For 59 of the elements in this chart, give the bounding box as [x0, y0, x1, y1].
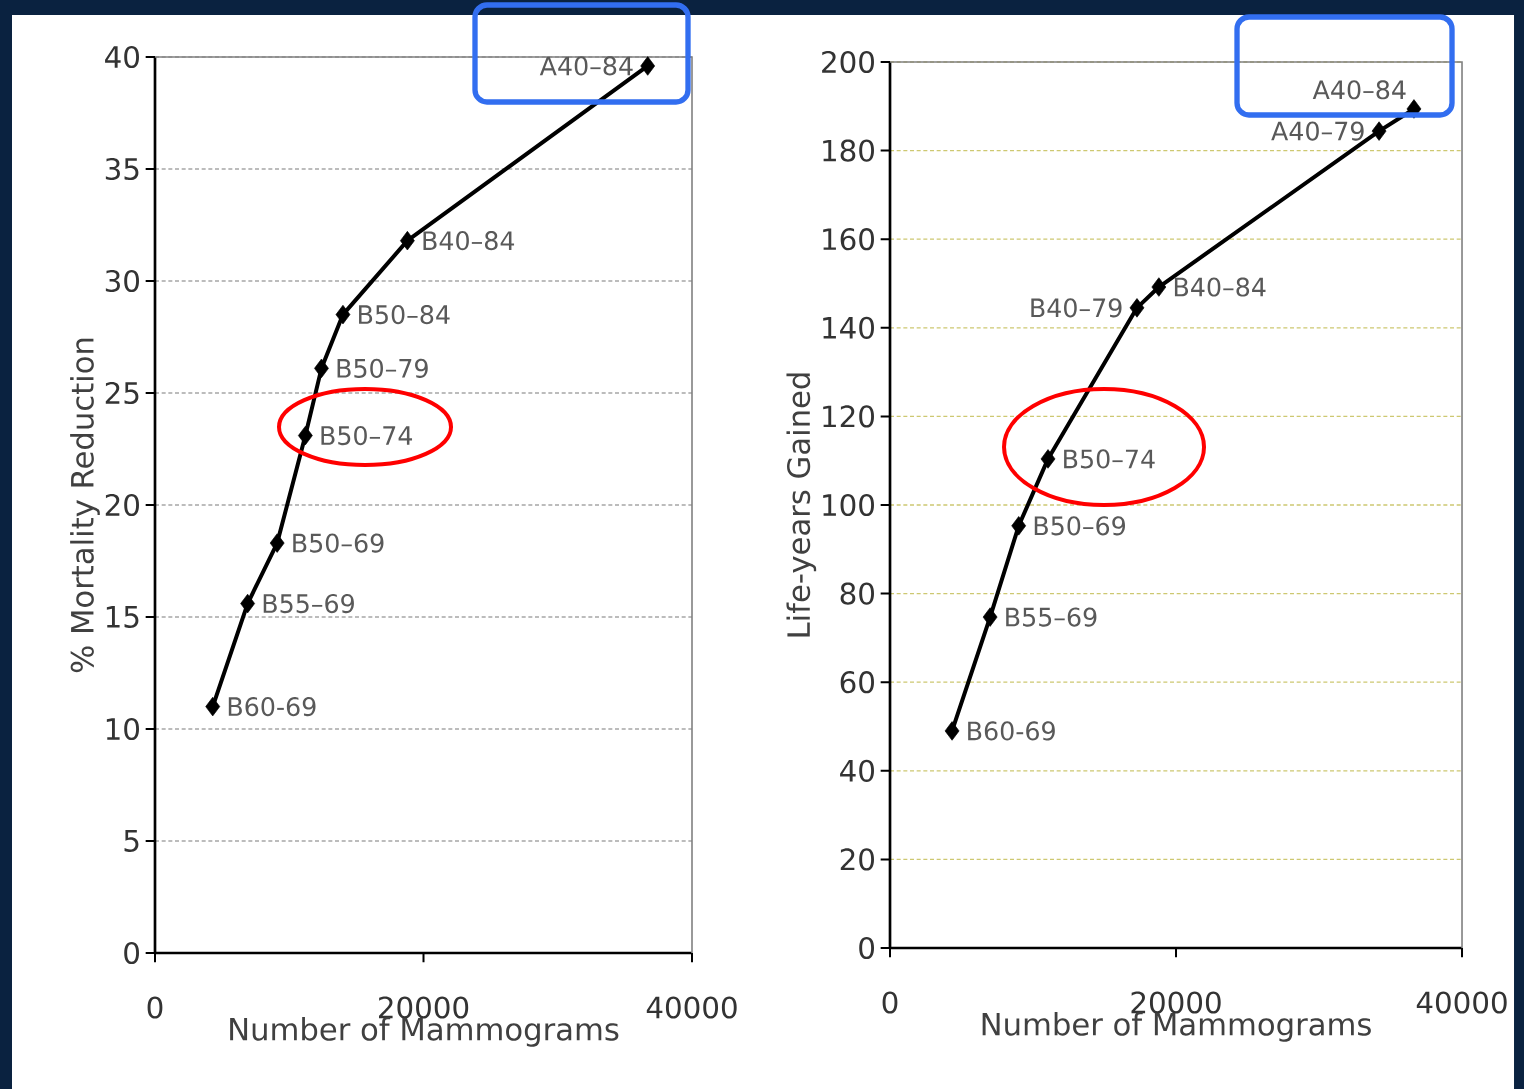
annotation: B60-69: [968, 721, 1055, 741]
point: [205, 696, 221, 717]
annotation: B50–69: [293, 533, 384, 553]
y-tick-label: 40: [840, 759, 874, 782]
y-tick-label: 20: [840, 848, 874, 871]
point: [240, 593, 255, 614]
y-tick-label: 5: [124, 830, 139, 852]
point: [335, 304, 351, 325]
annotation: B50–74: [1064, 449, 1155, 469]
y-tick-label: 180: [823, 139, 874, 162]
x-tick-label: 20000: [379, 996, 469, 1019]
y-axis-title: Life-years Gained: [786, 373, 817, 637]
annotation: B40–84: [1174, 277, 1266, 297]
annotation: B50–74: [321, 425, 413, 446]
point: [944, 721, 960, 741]
y-axis-title: % Mortality Reduction: [70, 338, 100, 673]
y-tick-label: 160: [823, 228, 874, 251]
annotation: B50–69: [1034, 516, 1126, 536]
annotation: A40–84: [1312, 80, 1406, 100]
y-tick-label: 120: [823, 405, 874, 428]
point: [314, 358, 329, 379]
y-tick-label: 15: [106, 606, 139, 628]
y-tick-label: 100: [823, 493, 874, 517]
y-tick-label: 25: [105, 381, 139, 405]
annotation: B55–69: [1006, 607, 1097, 627]
y-tick-label: 80: [840, 582, 874, 605]
annotation: B40–79: [1031, 298, 1122, 318]
annotation: B40–84: [423, 231, 515, 251]
y-tick-label: 40: [105, 45, 139, 69]
x-tick-label: 20000: [1131, 991, 1221, 1014]
point: [1151, 277, 1167, 297]
point: [400, 231, 415, 251]
annotation: B50–84: [359, 305, 450, 325]
y-tick-label: 0: [859, 936, 875, 960]
y-tick-label: 0: [124, 941, 139, 965]
y-tick-label: 140: [823, 316, 874, 339]
annotation: B55–69: [263, 593, 354, 614]
y-tick-label: 35: [105, 157, 139, 181]
point: [1371, 121, 1387, 141]
y-tick-label: 30: [105, 269, 139, 293]
point: [269, 533, 285, 553]
x-tick-label: 40000: [1416, 991, 1507, 1014]
y-tick-label: 200: [822, 50, 874, 74]
point: [1129, 298, 1145, 318]
x-tick-label: 0: [882, 991, 898, 1014]
x-tick-label: 40000: [646, 996, 737, 1019]
y-tick-label: 60: [840, 671, 874, 694]
point: [1040, 449, 1056, 469]
y-tick-label: 10: [106, 717, 139, 741]
point: [982, 607, 998, 627]
annotation: A40–84: [539, 56, 633, 76]
point: [1011, 516, 1027, 536]
annotation: A40–79: [1271, 121, 1364, 141]
x-tick-label: 0: [147, 996, 163, 1019]
point: [640, 56, 656, 76]
annotation: B50–79: [337, 358, 428, 378]
point: [298, 425, 313, 446]
y-tick-label: 20: [105, 493, 139, 517]
annotation: B60-69: [228, 697, 316, 717]
